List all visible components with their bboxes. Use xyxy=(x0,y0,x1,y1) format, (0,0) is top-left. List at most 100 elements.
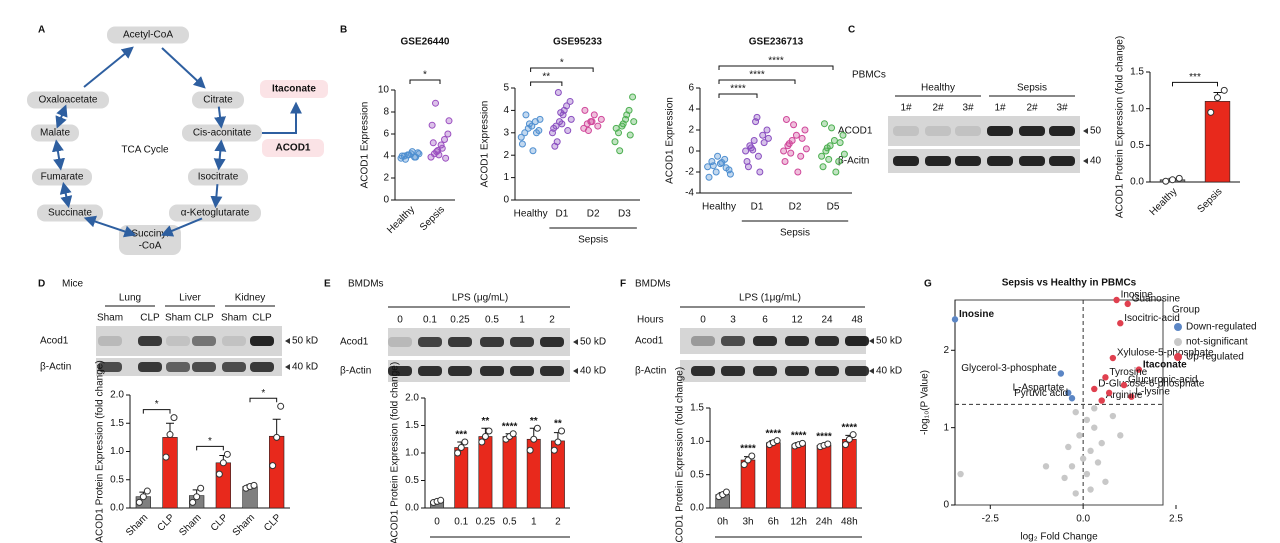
marker-arrow xyxy=(1083,128,1088,134)
data-point xyxy=(1091,424,1098,431)
y-tick-label: 1 xyxy=(943,422,949,433)
data-point xyxy=(756,168,764,176)
x-tick-label: 0 xyxy=(434,517,440,528)
data-point xyxy=(798,439,806,447)
data-point xyxy=(1068,395,1076,402)
lane-label: 6 xyxy=(762,315,768,326)
chart-title: GSE26440 xyxy=(401,37,450,48)
point-label: Guanosine xyxy=(1132,294,1181,305)
bar xyxy=(842,439,857,509)
y-tick-label: 0.0 xyxy=(690,503,704,514)
data-point xyxy=(139,493,147,501)
point-label: Xylulose-5-phosphate xyxy=(1117,348,1214,359)
blot-band xyxy=(448,366,472,376)
blot-band xyxy=(250,336,274,346)
data-point xyxy=(801,126,809,134)
data-point xyxy=(832,168,840,176)
x-tick-label: CLP xyxy=(155,512,177,534)
data-point xyxy=(1087,486,1094,493)
sig-bracket xyxy=(249,397,278,403)
blot-band xyxy=(192,336,216,346)
sig-label: * xyxy=(208,436,212,447)
bar xyxy=(162,437,178,509)
y-axis-label: ACOD1 Protein Expression (fold change) xyxy=(390,362,401,543)
sig-label: *** xyxy=(1189,72,1201,83)
data-point xyxy=(438,144,446,152)
x-tick-label: Healthy xyxy=(1148,186,1180,218)
marker-arrow xyxy=(869,338,874,344)
blot-band xyxy=(510,337,534,347)
lane-label: 48 xyxy=(851,315,863,326)
lane-label: 24 xyxy=(821,315,833,326)
data-point xyxy=(529,147,537,155)
pathway-node xyxy=(169,204,261,222)
blot-band xyxy=(785,336,809,346)
data-point xyxy=(223,450,231,458)
data-point xyxy=(588,118,596,126)
pathway-arrow xyxy=(262,101,302,134)
data-point xyxy=(704,163,712,171)
legend-label: Down-regulated xyxy=(1186,322,1257,333)
blot-band xyxy=(388,337,412,347)
blot-band xyxy=(925,126,951,136)
data-point xyxy=(509,430,517,438)
sig-label: **** xyxy=(502,421,518,432)
row-label: β-Actin xyxy=(635,366,666,377)
size-marker: 40 kD xyxy=(292,362,318,373)
data-point xyxy=(454,449,462,457)
row-label: ACOD1 xyxy=(838,126,873,137)
sig-label: **** xyxy=(791,430,807,441)
data-point xyxy=(705,173,713,181)
data-point xyxy=(797,152,805,160)
blot-band xyxy=(1049,156,1075,166)
x-tick-label: Sham xyxy=(124,512,150,538)
lane-label: CLP xyxy=(252,313,272,324)
blot-band xyxy=(1019,126,1045,136)
pathway-node xyxy=(27,91,109,109)
data-point xyxy=(557,109,565,117)
data-point xyxy=(1105,389,1113,397)
data-point xyxy=(835,158,843,165)
blot-band xyxy=(540,366,564,376)
data-point xyxy=(1117,320,1124,327)
data-point xyxy=(1065,443,1072,451)
data-point xyxy=(554,88,562,96)
legend-title: Group xyxy=(1172,305,1200,316)
pathway-arrow xyxy=(51,139,66,171)
data-point xyxy=(162,453,170,461)
data-point xyxy=(957,470,964,478)
x-tick-label: Sepsis xyxy=(418,204,447,233)
data-point xyxy=(445,117,453,125)
y-tick-label: 8 xyxy=(383,107,389,118)
data-point xyxy=(444,130,452,138)
sig-label: **** xyxy=(740,444,756,455)
sig-label: **** xyxy=(816,432,832,443)
data-point xyxy=(836,139,844,147)
product-box xyxy=(260,80,328,98)
data-point xyxy=(749,146,757,154)
y-tick-label: 6 xyxy=(383,129,389,140)
bar xyxy=(478,436,493,509)
bar xyxy=(454,447,469,509)
y-axis-label: ACOD1 Expression xyxy=(665,97,676,184)
data-point xyxy=(408,148,416,156)
blot-band xyxy=(448,337,472,347)
row-label: β-Acitn xyxy=(838,156,869,167)
y-tick-label: 6 xyxy=(688,83,694,94)
data-point xyxy=(754,152,762,160)
pathway-node xyxy=(32,168,92,186)
data-point xyxy=(623,111,631,119)
data-point xyxy=(1079,455,1087,462)
x-tick-label: 0.1 xyxy=(454,517,468,528)
data-point xyxy=(1117,432,1124,439)
x-tick-label: 24h xyxy=(816,517,833,528)
node-label: Succinyl xyxy=(131,229,168,240)
data-point xyxy=(840,150,848,158)
data-point xyxy=(787,149,795,157)
data-point xyxy=(753,113,761,121)
group-label: Sepsis xyxy=(578,235,608,246)
data-point xyxy=(744,163,752,171)
blot-band xyxy=(250,362,274,372)
blot-band xyxy=(1019,156,1045,166)
